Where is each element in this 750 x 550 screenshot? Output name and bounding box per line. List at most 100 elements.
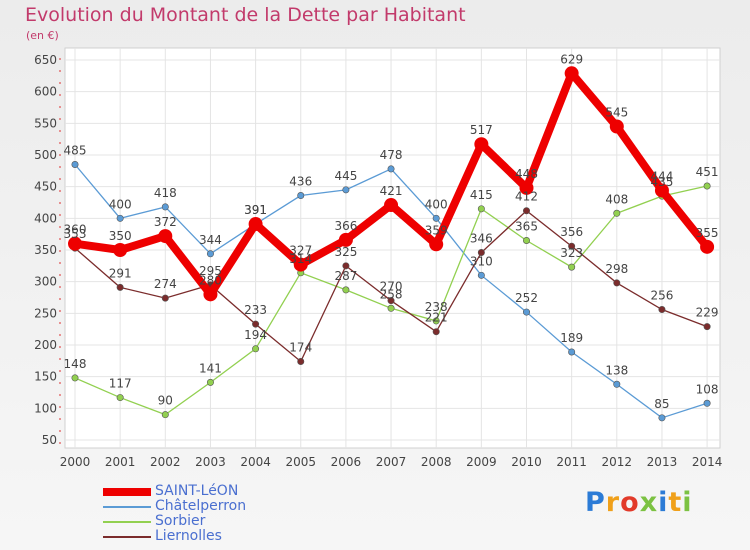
data-point bbox=[116, 283, 124, 291]
brand-letter: r bbox=[605, 487, 621, 518]
data-point bbox=[568, 348, 576, 356]
data-point bbox=[203, 287, 218, 302]
data-point bbox=[161, 411, 169, 419]
legend-swatch bbox=[103, 487, 151, 496]
axes: 50 100 150 200 250 300 350 400 450 500 550 600 650 20… bbox=[34, 53, 722, 469]
legend-swatch bbox=[103, 520, 151, 523]
data-label: 355 bbox=[696, 226, 719, 240]
data-label: 356 bbox=[560, 225, 583, 239]
data-label: 229 bbox=[696, 306, 719, 320]
data-label: 85 bbox=[654, 397, 669, 411]
data-label: 418 bbox=[154, 186, 177, 200]
data-label: 221 bbox=[425, 311, 448, 325]
data-point bbox=[342, 262, 350, 270]
data-label: 174 bbox=[289, 340, 312, 354]
data-label: 485 bbox=[64, 144, 87, 158]
data-label: 365 bbox=[515, 220, 538, 234]
legend-swatch bbox=[103, 535, 151, 538]
data-point bbox=[609, 119, 624, 134]
data-label: 350 bbox=[109, 229, 132, 243]
data-point bbox=[474, 137, 489, 152]
data-point bbox=[342, 286, 350, 294]
data-label: 435 bbox=[650, 175, 673, 189]
x-tick-label: 2002 bbox=[150, 455, 181, 469]
brand-letter: i bbox=[658, 487, 669, 518]
data-label: 436 bbox=[289, 175, 312, 189]
data-label: 451 bbox=[696, 165, 719, 179]
legend-item: Liernolles bbox=[103, 529, 246, 544]
y-tick-label: 50 bbox=[42, 433, 57, 447]
x-tick-label: 2000 bbox=[60, 455, 91, 469]
data-point bbox=[477, 205, 485, 213]
data-point bbox=[519, 180, 534, 195]
data-label: 545 bbox=[605, 106, 628, 120]
data-label: 372 bbox=[154, 215, 177, 229]
data-point bbox=[387, 304, 395, 312]
data-label: 256 bbox=[650, 289, 673, 303]
data-label: 117 bbox=[109, 377, 132, 391]
chart-unit: (en €) bbox=[26, 29, 59, 42]
data-point bbox=[342, 186, 350, 194]
x-tick-label: 2003 bbox=[195, 455, 226, 469]
data-point bbox=[429, 237, 444, 252]
x-tick-label: 2005 bbox=[285, 455, 316, 469]
data-label: 238 bbox=[425, 300, 448, 314]
data-label: 353 bbox=[64, 227, 87, 241]
legend-item: SAINT-LéON bbox=[103, 484, 246, 499]
data-label: 408 bbox=[605, 192, 628, 206]
y-tick-label: 350 bbox=[34, 243, 57, 257]
brand-letter: P bbox=[585, 487, 606, 518]
data-point bbox=[658, 306, 666, 314]
data-label: 400 bbox=[425, 197, 448, 211]
data-point bbox=[252, 345, 260, 353]
legend-item: Châtelperron bbox=[103, 499, 246, 514]
data-point bbox=[564, 66, 579, 81]
data-label: 415 bbox=[470, 188, 493, 202]
y-tick-label: 250 bbox=[34, 306, 57, 320]
data-label: 517 bbox=[470, 123, 493, 137]
data-point bbox=[297, 357, 305, 365]
data-point bbox=[297, 192, 305, 200]
data-label: 280 bbox=[199, 273, 222, 287]
data-point bbox=[158, 229, 173, 244]
x-tick-label: 2012 bbox=[602, 455, 633, 469]
data-point bbox=[568, 263, 576, 271]
data-label: 252 bbox=[515, 291, 538, 305]
data-point bbox=[613, 279, 621, 287]
series bbox=[68, 66, 715, 422]
legend-swatch bbox=[103, 505, 151, 508]
data-label: 274 bbox=[154, 277, 177, 291]
legend: SAINT-LéON Châtelperron Sorbier Liernolles bbox=[103, 484, 246, 544]
chart-title: Evolution du Montant de la Dette par Hab… bbox=[25, 4, 466, 26]
data-label: 448 bbox=[515, 167, 538, 181]
data-label: 90 bbox=[158, 394, 173, 408]
data-label: 366 bbox=[334, 219, 357, 233]
data-point bbox=[206, 250, 214, 258]
data-label: 233 bbox=[244, 303, 267, 317]
data-point bbox=[206, 378, 214, 386]
data-point bbox=[116, 394, 124, 402]
data-label: 108 bbox=[696, 382, 719, 396]
data-point bbox=[161, 294, 169, 302]
y-tick-label: 150 bbox=[34, 370, 57, 384]
data-point bbox=[387, 297, 395, 305]
legend-label: Liernolles bbox=[155, 528, 222, 544]
x-tick-label: 2004 bbox=[240, 455, 271, 469]
data-label: 298 bbox=[605, 262, 628, 276]
data-label: 270 bbox=[380, 280, 403, 294]
data-point bbox=[432, 328, 440, 336]
data-point bbox=[384, 198, 399, 213]
brand-letter: o bbox=[620, 487, 640, 518]
data-label: 148 bbox=[64, 357, 87, 371]
x-tick-label: 2001 bbox=[105, 455, 136, 469]
data-point bbox=[703, 399, 711, 407]
data-label: 445 bbox=[334, 169, 357, 183]
data-point bbox=[68, 236, 82, 251]
data-point bbox=[477, 249, 485, 257]
data-label: 346 bbox=[470, 232, 493, 246]
data-point bbox=[522, 237, 530, 245]
data-point bbox=[703, 323, 711, 331]
y-tick-label: 400 bbox=[34, 211, 57, 225]
data-label: 327 bbox=[289, 244, 312, 258]
